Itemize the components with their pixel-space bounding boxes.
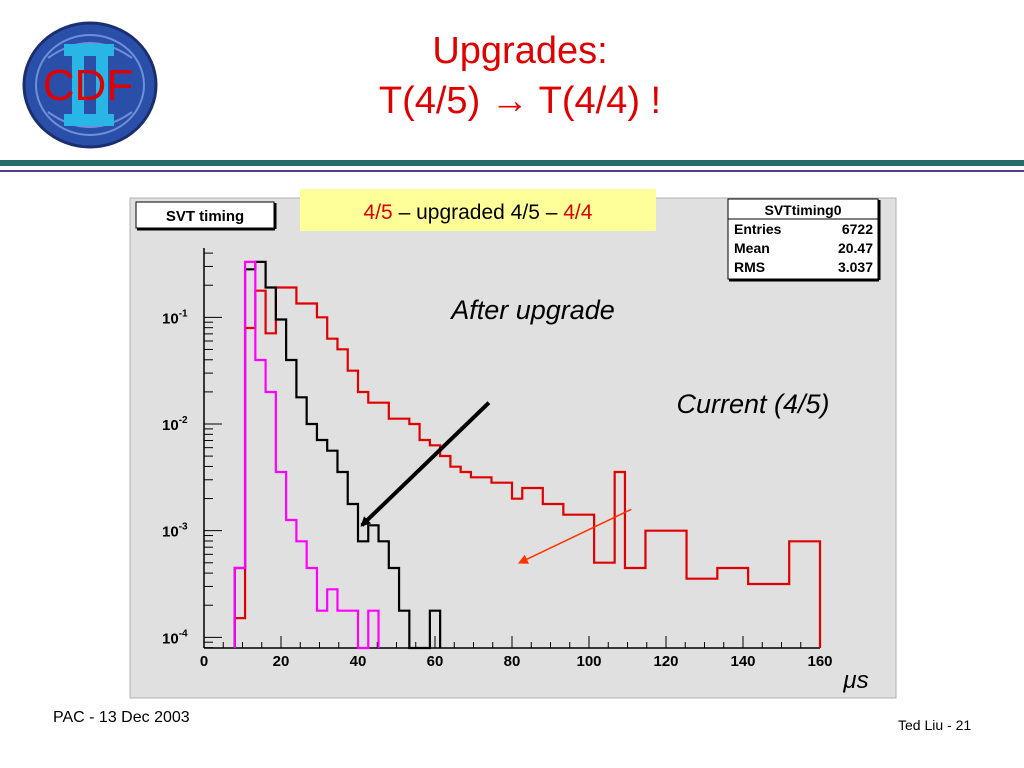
- x-tick-label: 160: [807, 653, 832, 670]
- label-box: [300, 189, 656, 231]
- x-tick-label: 80: [504, 653, 521, 670]
- y-tick-label: 10-4: [162, 628, 188, 647]
- label-part-current: 4/5: [364, 201, 393, 224]
- x-tick-label: 0: [200, 653, 208, 670]
- stats-value: 20.47: [838, 240, 873, 256]
- hist-title: SVT timing: [166, 208, 244, 225]
- current-arrow: [517, 508, 632, 564]
- label-box-text: 4/5 – upgraded 4/5 – 4/4: [364, 201, 593, 224]
- series-magenta-histogram: [233, 260, 380, 650]
- label-part-mid: – upgraded 4/5 –: [393, 201, 563, 224]
- cdf-logo: CDF: [22, 21, 158, 149]
- stats-value: 3.037: [838, 259, 873, 275]
- stats-label: RMS: [734, 259, 765, 275]
- label-part-new: 4/4: [563, 201, 593, 224]
- x-tick-label: 120: [653, 653, 678, 670]
- header-rule: [0, 160, 1024, 166]
- x-axis-label: μs: [842, 667, 868, 694]
- x-tick-label: 20: [273, 653, 290, 670]
- logo-text: CDF: [43, 61, 133, 110]
- stats-name: SVTtiming0: [764, 202, 841, 218]
- stats-label: Mean: [734, 240, 770, 256]
- slide-title-line1: Upgrades:: [432, 30, 608, 72]
- x-tick-label: 60: [427, 653, 444, 670]
- slide-title-line2: T(4/5) → T(4/4) !: [378, 80, 662, 122]
- annotation-after-upgrade: After upgrade: [449, 295, 615, 325]
- series-current-histogram: [233, 286, 822, 648]
- after-upgrade-arrow: [360, 401, 491, 527]
- y-tick-label: 10-1: [162, 308, 188, 327]
- x-tick-label: 100: [576, 653, 601, 670]
- series-after-histogram: [233, 260, 442, 650]
- stats-label: Entries: [734, 221, 782, 237]
- y-tick-label: 10-2: [162, 415, 188, 434]
- x-tick-label: 40: [350, 653, 367, 670]
- footer-right: Ted Liu - 21: [898, 717, 972, 733]
- annotation-current: Current (4/5): [676, 389, 829, 419]
- header-rule-thin: [0, 170, 1024, 172]
- stats-value: 6722: [842, 221, 873, 237]
- footer-left: PAC - 13 Dec 2003: [53, 709, 190, 726]
- y-tick-label: 10-3: [162, 522, 188, 541]
- x-tick-label: 140: [730, 653, 755, 670]
